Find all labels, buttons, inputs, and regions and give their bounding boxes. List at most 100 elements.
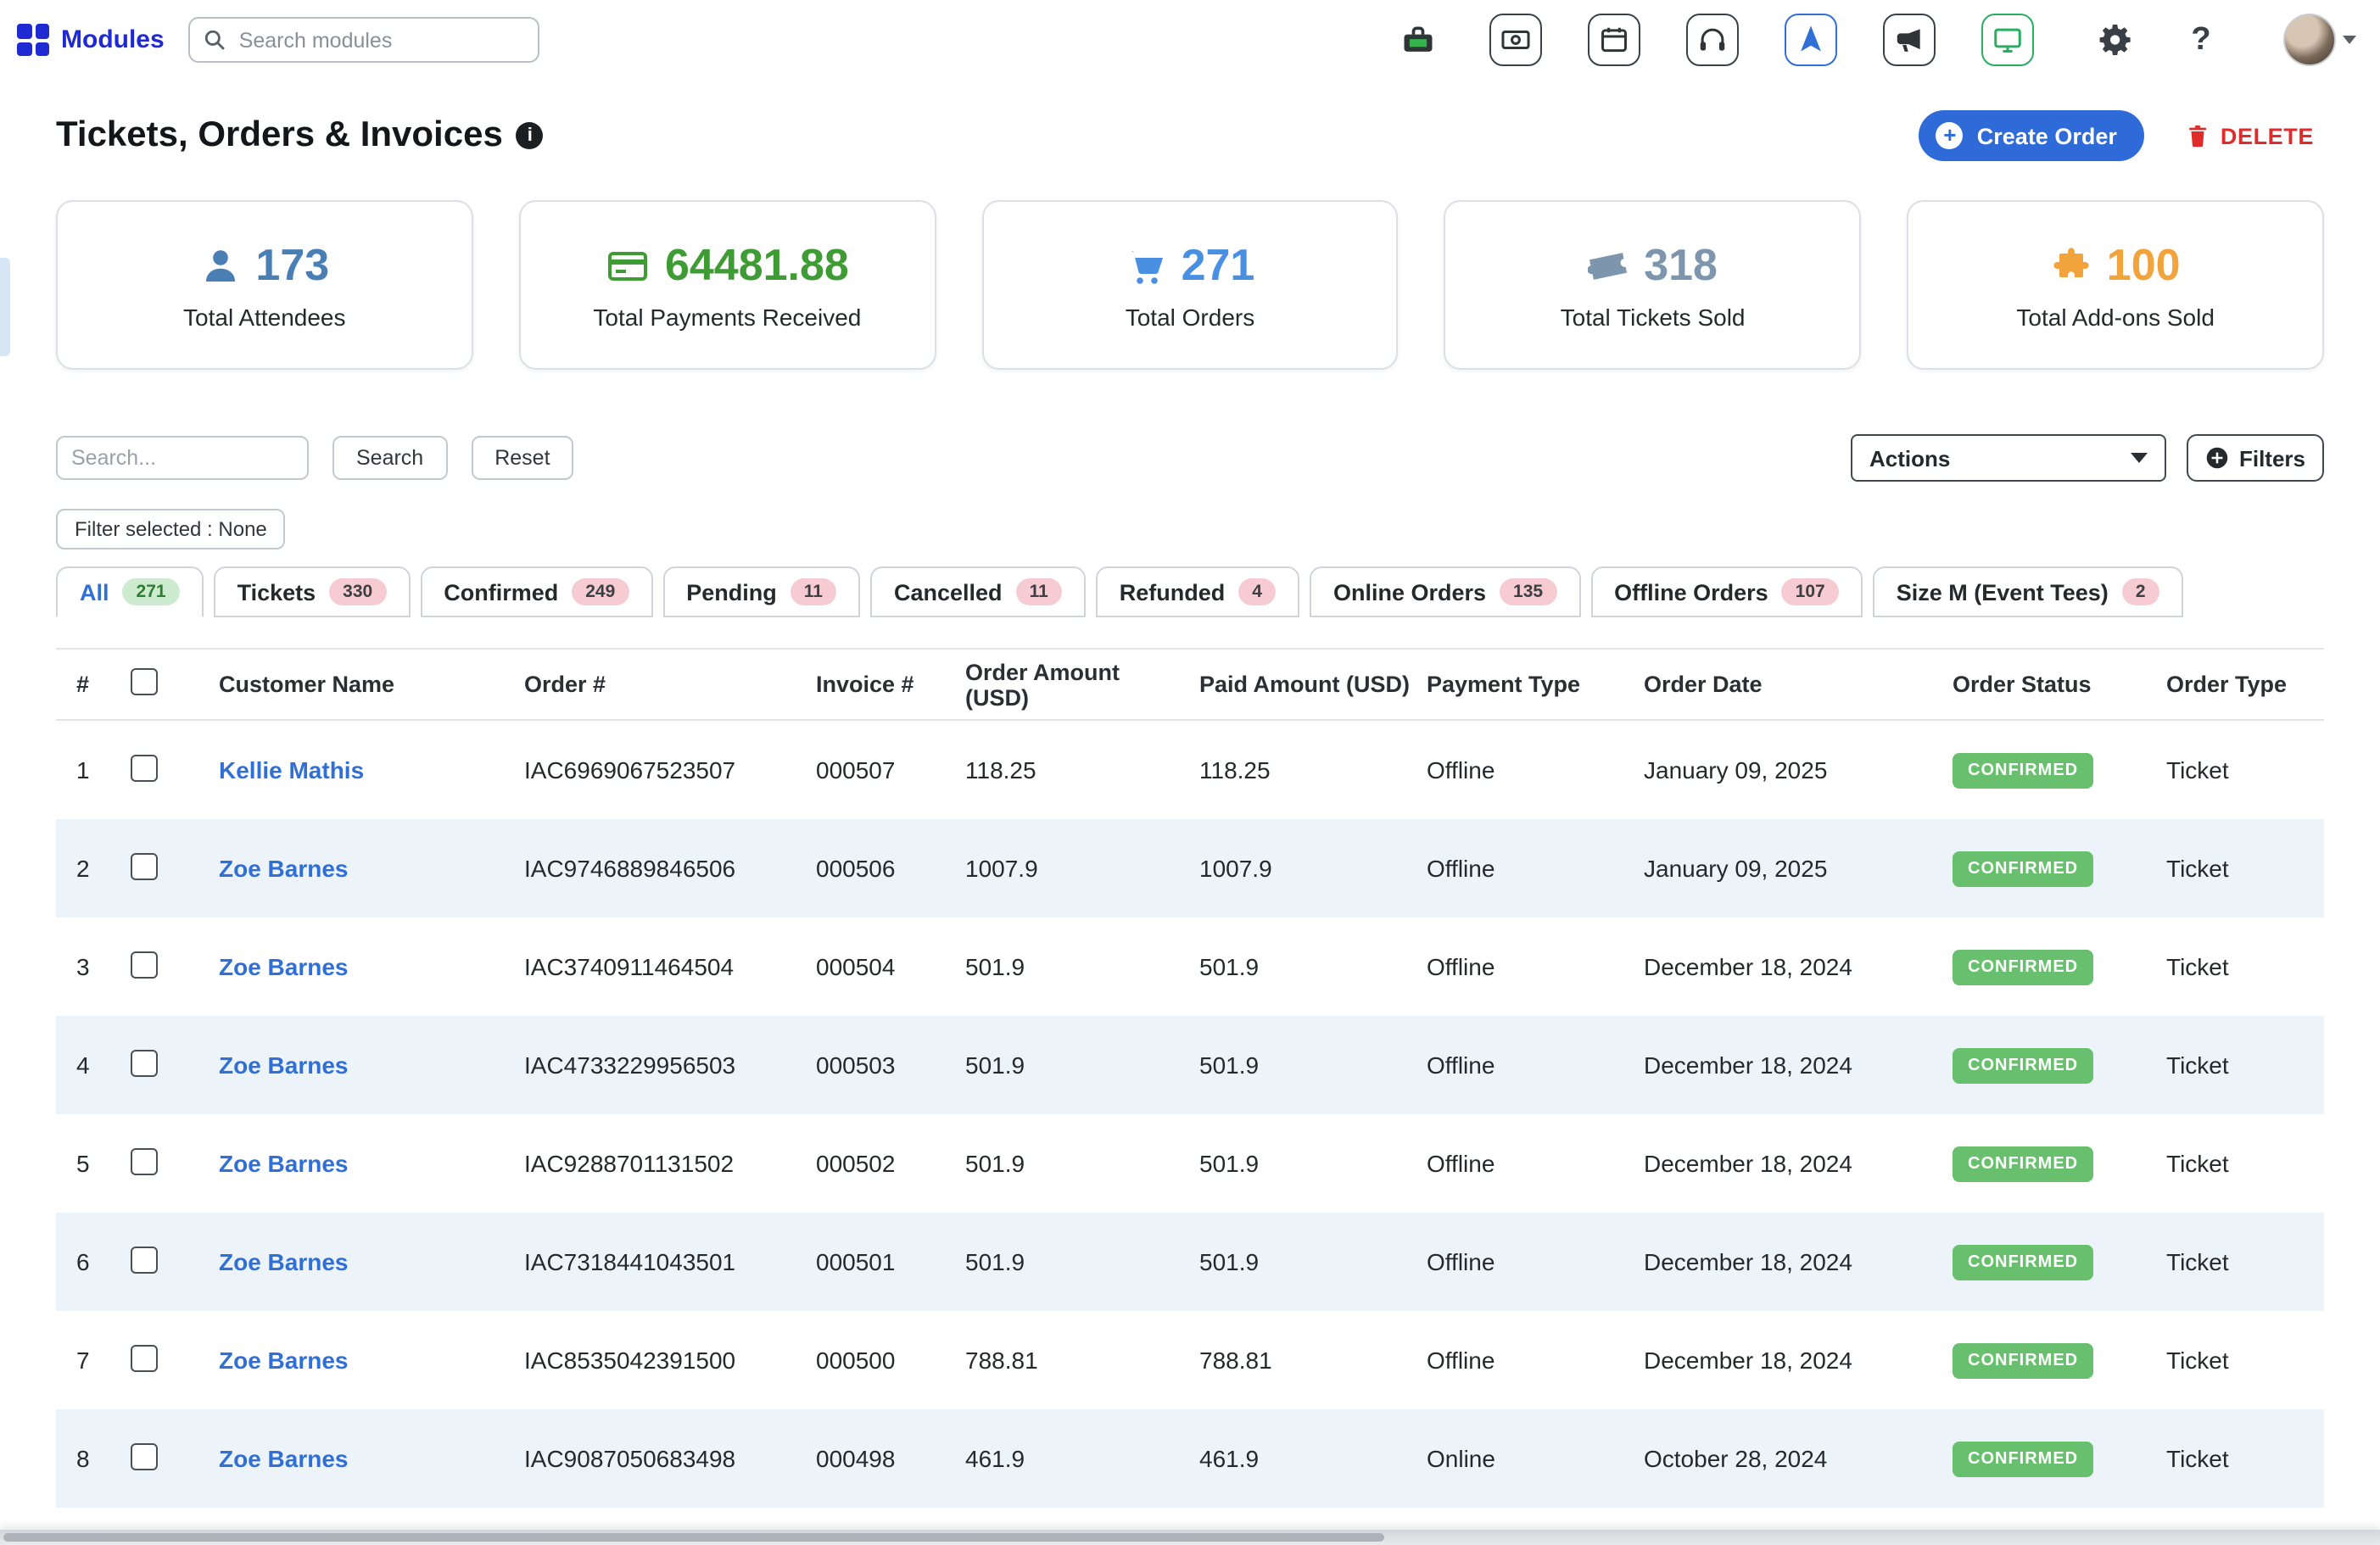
display-button[interactable] [1981, 14, 2034, 66]
stat-card-total-attendees: 173 Total Attendees [56, 200, 473, 370]
support-headset-icon [1700, 28, 1725, 51]
help-button[interactable]: ? [2175, 14, 2227, 66]
invoice-number: 000507 [816, 756, 896, 784]
settings-button[interactable] [2090, 14, 2143, 66]
order-amount: 501.9 [965, 1051, 1025, 1079]
modules-search[interactable] [187, 17, 539, 63]
info-icon[interactable]: i [516, 122, 544, 149]
row-checkbox[interactable] [131, 951, 158, 978]
paper-plane-icon [1801, 25, 1821, 52]
row-checkbox[interactable] [131, 754, 158, 781]
status-badge: CONFIRMED [1953, 1047, 2094, 1083]
col-order-date: Order Date [1644, 672, 1763, 697]
calendar-button[interactable] [1588, 14, 1640, 66]
search-button[interactable]: Search [332, 436, 448, 480]
order-amount: 788.81 [965, 1347, 1038, 1374]
tickets-module-button[interactable] [1785, 14, 1837, 66]
row-number: 3 [76, 953, 90, 980]
tab-online-orders[interactable]: Online Orders 135 [1309, 566, 1581, 617]
page-title: Tickets, Orders & Invoices i [56, 115, 544, 156]
tab-tickets[interactable]: Tickets 330 [213, 566, 411, 617]
order-type: Ticket [2166, 953, 2229, 980]
paid-amount: 501.9 [1199, 1248, 1260, 1275]
tab-refunded[interactable]: Refunded 4 [1095, 566, 1299, 617]
user-icon [205, 249, 235, 281]
support-button[interactable] [1686, 14, 1739, 66]
order-date: December 18, 2024 [1644, 1248, 1852, 1275]
row-number: 7 [76, 1347, 90, 1374]
create-order-button[interactable]: + Create Order [1919, 110, 2144, 161]
tab-all[interactable]: All 271 [56, 566, 204, 617]
tab-confirmed[interactable]: Confirmed 249 [420, 566, 653, 617]
customer-link[interactable]: Zoe Barnes [219, 1347, 349, 1374]
brand[interactable]: Modules [17, 24, 165, 56]
filters-button[interactable]: Filters [2186, 434, 2324, 482]
delete-button[interactable]: DELETE [2175, 120, 2324, 151]
scrollbar-thumb[interactable] [3, 1533, 1384, 1542]
tab-pending[interactable]: Pending 11 [662, 566, 860, 617]
search-input[interactable] [56, 436, 309, 480]
invoice-number: 000501 [816, 1248, 896, 1275]
row-checkbox[interactable] [131, 1147, 158, 1174]
modules-search-input[interactable] [235, 26, 524, 53]
megaphone-icon [1897, 29, 1920, 52]
chevron-down-icon[interactable] [2343, 36, 2356, 44]
row-checkbox[interactable] [131, 1442, 158, 1470]
paid-amount: 1007.9 [1199, 855, 1272, 882]
customer-link[interactable]: Zoe Barnes [219, 1445, 349, 1472]
row-checkbox[interactable] [131, 1344, 158, 1371]
plus-circle-icon: + [1936, 122, 1964, 149]
puzzle-icon [2053, 247, 2089, 276]
credit-card-icon [607, 251, 647, 280]
display-icon [1994, 28, 2021, 53]
avatar[interactable] [2283, 14, 2336, 66]
row-checkbox[interactable] [131, 852, 158, 879]
tab-cancelled[interactable]: Cancelled 11 [870, 566, 1086, 617]
topbar-icons: ? [1391, 14, 2356, 66]
order-type: Ticket [2166, 1051, 2229, 1079]
filter-selected-chip: Filter selected : None [56, 509, 286, 549]
customer-link[interactable]: Zoe Barnes [219, 1051, 349, 1079]
order-type: Ticket [2166, 1150, 2229, 1177]
settings-gear-icon [2099, 24, 2131, 56]
tab-count-badge: 4 [1238, 578, 1276, 605]
row-checkbox[interactable] [131, 1049, 158, 1076]
table-row: 7 Zoe Barnes IAC8535042391500 000500 788… [56, 1311, 2324, 1409]
order-type: Ticket [2166, 1445, 2229, 1472]
stat-value: 100 [2106, 239, 2181, 290]
row-number: 5 [76, 1150, 90, 1177]
customer-link[interactable]: Zoe Barnes [219, 953, 349, 980]
customer-link[interactable]: Kellie Mathis [219, 756, 365, 784]
order-amount: 118.25 [965, 756, 1036, 784]
tab-count-badge: 271 [122, 578, 180, 605]
order-number: IAC7318441043501 [524, 1248, 736, 1275]
briefcase-button[interactable] [1391, 14, 1444, 66]
search-icon [204, 30, 225, 50]
tab-count-badge: 11 [1015, 578, 1062, 605]
billing-button[interactable] [1489, 14, 1542, 66]
customer-link[interactable]: Zoe Barnes [219, 1150, 349, 1177]
actions-dropdown[interactable]: Actions [1850, 434, 2166, 482]
select-all-checkbox[interactable] [131, 668, 158, 695]
order-type: Ticket [2166, 1248, 2229, 1275]
col-order-number: Order # [524, 672, 606, 697]
order-type: Ticket [2166, 855, 2229, 882]
status-badge: CONFIRMED [1953, 1244, 2094, 1280]
customer-link[interactable]: Zoe Barnes [219, 1248, 349, 1275]
tab-count-badge: 249 [572, 578, 629, 605]
payment-type: Offline [1427, 1051, 1495, 1079]
status-badge: CONFIRMED [1953, 851, 2094, 886]
order-date: January 09, 2025 [1644, 756, 1828, 784]
horizontal-scrollbar[interactable] [0, 1530, 2380, 1545]
reset-button[interactable]: Reset [471, 436, 574, 480]
stat-value: 173 [255, 239, 330, 290]
tab-offline-orders[interactable]: Offline Orders 107 [1590, 566, 1863, 617]
tab-size-m-event-tees[interactable]: Size M (Event Tees) 2 [1872, 566, 2183, 617]
row-checkbox[interactable] [131, 1246, 158, 1273]
paid-amount: 461.9 [1199, 1445, 1260, 1472]
payment-type: Offline [1427, 1347, 1495, 1374]
announcements-button[interactable] [1883, 14, 1936, 66]
user-menu[interactable] [2283, 14, 2356, 66]
customer-link[interactable]: Zoe Barnes [219, 855, 349, 882]
table-row: 1 Kellie Mathis IAC6969067523507 000507 … [56, 721, 2324, 819]
